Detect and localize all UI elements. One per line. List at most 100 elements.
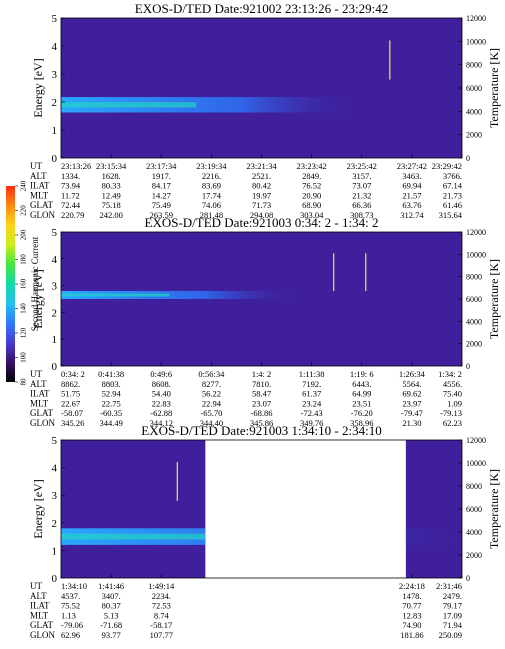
y2-tick-label: 4000 <box>466 528 482 537</box>
y-tick-label: 3 <box>52 490 58 502</box>
x-tick-glat: -68.86 <box>251 408 273 418</box>
x-tick-alt: 6443. <box>352 379 371 389</box>
colorbar: 240 220 200 180 160 140 120 100 80 Second Harmon… <box>6 180 40 386</box>
x-tick-alt: 3463. <box>402 171 421 181</box>
row-label-glon: GLON <box>30 630 55 640</box>
x-tick-mlt: 22.67 <box>61 398 80 408</box>
x-tick-glon: 263.59 <box>150 210 173 220</box>
y-tick-label: 0 <box>52 153 58 165</box>
y-tick-label: 2 <box>52 97 58 109</box>
x-tick-glon: 345.26 <box>61 418 84 428</box>
row-label-alt: ALT <box>30 591 47 601</box>
row-label-glat: GLAT <box>30 620 53 630</box>
x-tick-mlt: 1.13 <box>61 610 76 620</box>
y-tick-label: 0 <box>52 573 58 585</box>
x-tick-mlt: 17.09 <box>443 610 462 620</box>
x-tick-mlt: 23.97 <box>402 398 421 408</box>
y2-tick-label: 6000 <box>466 295 482 304</box>
x-tick-ilat: 51.75 <box>61 389 80 399</box>
y2-tick-label: 10000 <box>466 459 486 468</box>
x-tick-ilat: 64.99 <box>352 389 371 399</box>
x-tick-alt: 7192. <box>302 379 321 389</box>
x-tick-glon: 344.40 <box>200 418 223 428</box>
x-tick-ut: 23:25:42 <box>347 161 377 171</box>
x-tick-alt: 1917. <box>152 171 171 181</box>
x-tick-ilat: 56.22 <box>202 389 221 399</box>
x-tick-glon: 294.08 <box>250 210 273 220</box>
x-tick-mlt: 21.73 <box>443 190 462 200</box>
y2-axis-label: Temperature [K] <box>487 469 501 549</box>
x-tick-ut: 0:56:34 <box>198 369 225 379</box>
x-tick-glon: 344.49 <box>99 418 122 428</box>
x-tick-glon: 345.86 <box>250 418 273 428</box>
y2-tick-label: 8000 <box>466 273 482 282</box>
x-tick-glon: 21.30 <box>402 418 421 428</box>
x-tick-glat: -72.43 <box>301 408 323 418</box>
row-label-ilat: ILAT <box>30 601 50 611</box>
x-tick-alt: 2234. <box>152 591 171 601</box>
x-tick-glon: 358.96 <box>350 418 373 428</box>
x-tick-ilat: 80.37 <box>102 601 121 611</box>
x-tick-mlt: 20.90 <box>302 190 321 200</box>
y-tick-label: 3 <box>52 281 58 293</box>
x-tick-mlt: 5.13 <box>104 610 119 620</box>
x-tick-mlt: 23.24 <box>302 398 322 408</box>
x-tick-ut: 1:41:46 <box>98 581 124 591</box>
y2-tick-label: 0 <box>466 362 470 371</box>
x-tick-mlt: 22.94 <box>202 398 222 408</box>
row-label-mlt: MLT <box>30 398 49 408</box>
x-tick-mlt: 14.27 <box>152 190 171 200</box>
row-label-glon: GLON <box>30 418 55 428</box>
x-tick-glon: 344.12 <box>150 418 173 428</box>
x-tick-ut: 23:23:42 <box>297 161 327 171</box>
x-tick-glat: -79.13 <box>440 408 462 418</box>
x-tick-ilat: 67.14 <box>443 181 463 191</box>
y2-tick-label: 4000 <box>466 317 482 326</box>
y-tick-label: 5 <box>52 13 58 25</box>
x-tick-alt: 1628. <box>102 171 121 181</box>
x-tick-ut: 2:31:46 <box>436 581 462 591</box>
x-tick-mlt: 12.83 <box>402 610 421 620</box>
panel-2: EXOS-D/TED Date:921003 1:34:10 - 2:34:10… <box>30 423 501 640</box>
x-tick-ilat: 73.94 <box>61 181 81 191</box>
row-label-ilat: ILAT <box>30 389 50 399</box>
x-tick-ilat: 52.94 <box>102 389 122 399</box>
x-tick-ut: 23:13:26 <box>61 161 91 171</box>
x-tick-alt: 3157. <box>352 171 371 181</box>
x-tick-glat: -58.07 <box>61 408 83 418</box>
y2-tick-label: 12000 <box>466 14 486 23</box>
x-tick-ilat: 75.40 <box>443 389 462 399</box>
x-tick-glon: 349.76 <box>300 418 323 428</box>
x-tick-ilat: 75.52 <box>61 601 80 611</box>
y2-tick-label: 4000 <box>466 107 482 116</box>
y-tick-label: 0 <box>52 361 58 373</box>
x-tick-ilat: 84.17 <box>152 181 171 191</box>
row-label-mlt: MLT <box>30 610 49 620</box>
flux-core <box>61 533 242 540</box>
x-tick-ut: 23:15:34 <box>96 161 127 171</box>
colorbar-tick: 180 <box>20 254 28 265</box>
x-tick-ilat: 58.47 <box>252 389 271 399</box>
x-tick-ut: 0:41:38 <box>98 369 124 379</box>
x-tick-alt: 8277. <box>202 379 221 389</box>
row-label-glon: GLON <box>30 210 55 220</box>
flux-core <box>61 102 197 108</box>
y2-tick-label: 12000 <box>466 436 486 445</box>
row-label-alt: ALT <box>30 379 47 389</box>
x-tick-mlt: 11.72 <box>61 190 80 200</box>
flux-band <box>61 290 462 299</box>
row-label-ut: UT <box>30 581 42 591</box>
y2-tick-label: 0 <box>466 154 470 163</box>
x-tick-ut: 1:26:34 <box>399 369 426 379</box>
x-tick-ilat: 61.37 <box>302 389 321 399</box>
x-tick-ilat: 79.17 <box>443 601 462 611</box>
x-tick-ut: 23:29:42 <box>432 161 462 171</box>
y2-axis-label: Temperature [K] <box>487 259 501 339</box>
y2-tick-label: 12000 <box>466 228 486 237</box>
x-tick-ilat: 83.69 <box>202 181 221 191</box>
x-tick-glat: 75.18 <box>102 200 121 210</box>
colorbar-tick: 100 <box>20 352 28 363</box>
x-tick-ut: 0:49:6 <box>150 369 172 379</box>
y2-tick-label: 0 <box>466 574 470 583</box>
x-tick-glat: 66.36 <box>352 200 371 210</box>
